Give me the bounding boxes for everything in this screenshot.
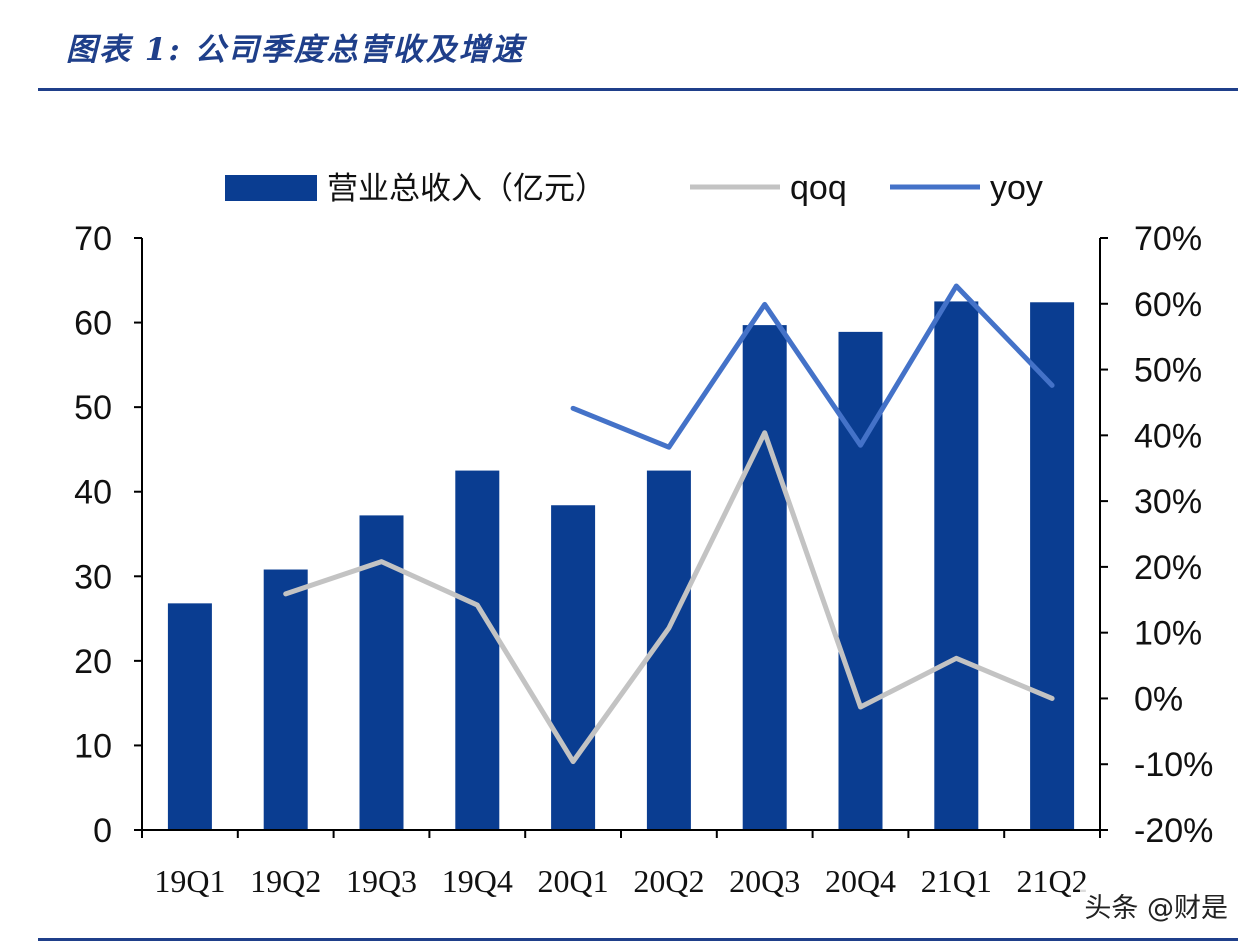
right-tick-label: 30%: [1134, 483, 1202, 521]
qoq-line: [283, 430, 1055, 765]
bar-19Q2: [263, 569, 308, 830]
legend: 营业总收入（亿元） qoq yoy: [225, 169, 1043, 207]
left-tick-label: 70: [74, 220, 112, 258]
right-tick-label: 70%: [1134, 220, 1202, 258]
bar-21Q2: [1030, 302, 1075, 830]
right-tick-label: -20%: [1134, 812, 1213, 850]
left-tick-label: 20: [74, 643, 112, 681]
figure-title: 图表 1: 公司季度总营收及增速: [66, 32, 525, 68]
right-tick-label: 20%: [1134, 549, 1202, 587]
watermark: 头条 @财是: [1080, 886, 1232, 925]
x-tick-label: 19Q3: [346, 863, 417, 899]
bar-20Q3: [742, 325, 787, 830]
x-tick-label: 20Q2: [633, 863, 704, 899]
right-tick-label: 0%: [1134, 680, 1183, 718]
x-tick-label: 19Q2: [250, 863, 321, 899]
bottom-rule: [38, 938, 1238, 941]
yoy-line: [570, 283, 1055, 450]
bar-19Q4: [455, 470, 500, 830]
right-tick-label: -10%: [1134, 746, 1213, 784]
legend-bar-swatch: [225, 175, 317, 201]
bar-20Q1: [551, 505, 596, 830]
legend-yoy-label: yoy: [990, 169, 1043, 207]
left-tick-label: 0: [93, 812, 112, 850]
bar-20Q4: [838, 331, 883, 830]
x-tick-label: 20Q3: [729, 863, 800, 899]
left-tick-label: 50: [74, 389, 112, 427]
left-tick-label: 10: [74, 727, 112, 765]
right-tick-label: 40%: [1134, 417, 1202, 455]
right-tick-label: 10%: [1134, 615, 1202, 653]
right-tick-label: 60%: [1134, 286, 1202, 324]
title-rule: [38, 88, 1238, 91]
bar-21Q1: [934, 301, 979, 830]
left-tick-label: 30: [74, 558, 112, 596]
left-tick-label: 60: [74, 305, 112, 343]
x-tick-label: 19Q4: [442, 863, 513, 899]
x-tick-label: 20Q1: [538, 863, 609, 899]
legend-bar-label: 营业总收入（亿元）: [327, 171, 606, 207]
x-tick-label: 21Q1: [921, 863, 992, 899]
x-tick-label: 21Q2: [1017, 863, 1088, 899]
bar-19Q1: [167, 603, 212, 830]
left-tick-label: 40: [74, 474, 112, 512]
legend-qoq-label: qoq: [790, 169, 847, 207]
x-tick-label: 19Q1: [154, 863, 225, 899]
x-tick-label: 20Q4: [825, 863, 896, 899]
right-tick-label: 50%: [1134, 352, 1202, 390]
